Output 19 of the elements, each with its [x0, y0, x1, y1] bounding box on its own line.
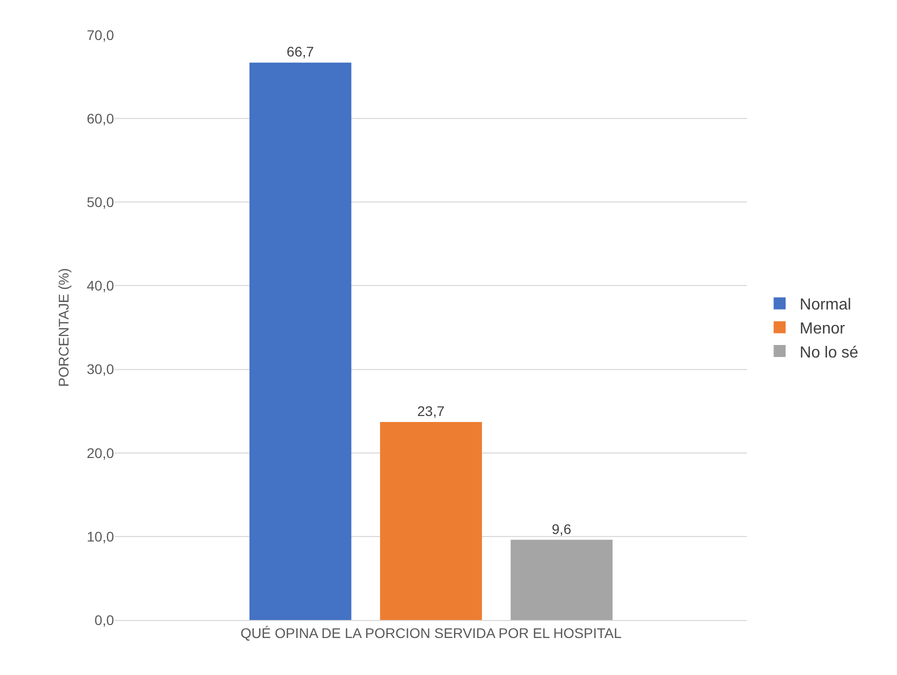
y-tick-label: 20,0	[86, 444, 114, 461]
data-label: 23,7	[417, 402, 445, 419]
bar	[380, 422, 482, 620]
y-tick-label: 0,0	[94, 612, 114, 628]
y-tick-label: 30,0	[86, 361, 114, 378]
y-tick-label: 50,0	[86, 194, 114, 210]
bar	[249, 62, 352, 620]
y-tick-label: 10,0	[86, 528, 114, 544]
x-tick-label: QUÉ OPINA DE LA PORCION SERVIDA POR EL HOSPITAL	[240, 624, 622, 641]
y-tick-label: 70,0	[86, 26, 114, 43]
legend-label: No lo sé	[800, 344, 858, 362]
y-axis-title: PORCENTAJE (%)	[55, 268, 72, 387]
data-label: 9,6	[552, 520, 572, 537]
bar	[510, 540, 613, 620]
data-label: 66,7	[286, 44, 314, 60]
legend-label: Normal	[800, 296, 852, 314]
legend-label: Menor	[800, 320, 846, 338]
y-tick-label: 40,0	[86, 278, 114, 294]
y-tick-label: 60,0	[86, 110, 114, 126]
